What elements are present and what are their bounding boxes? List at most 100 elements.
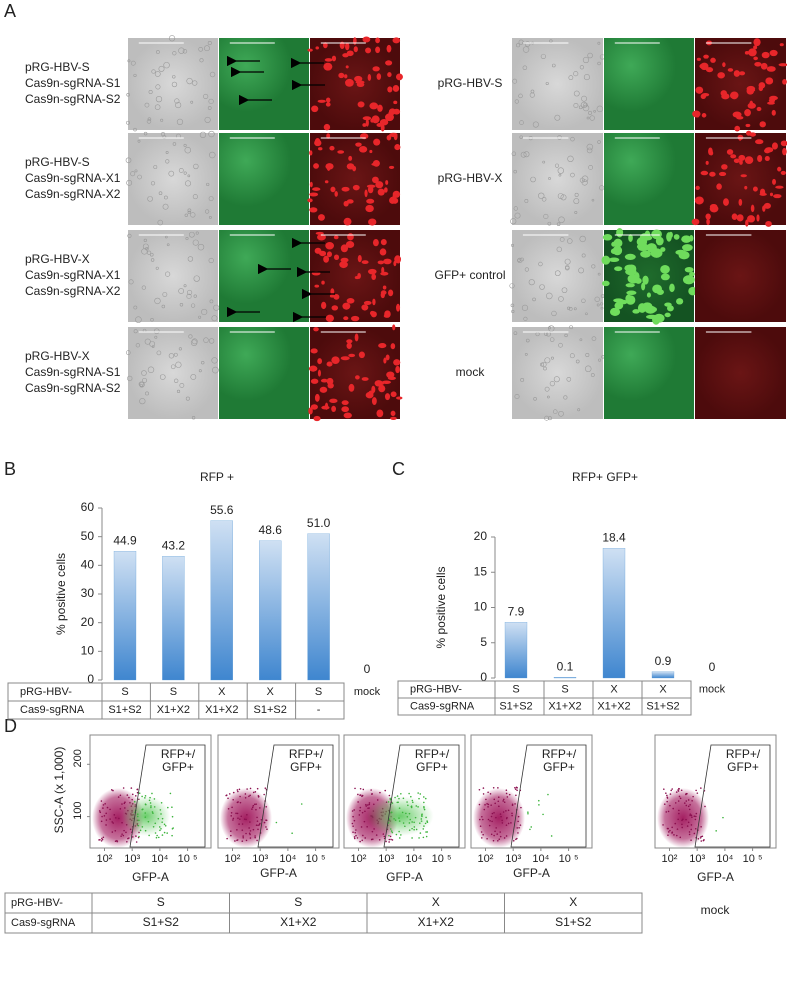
rfp-cell	[341, 186, 350, 192]
rfp-cell	[769, 49, 778, 57]
event	[405, 812, 407, 815]
cell	[525, 338, 530, 343]
gfp-cell	[689, 271, 695, 277]
event	[234, 840, 236, 842]
event	[235, 812, 237, 815]
rfp-cell	[778, 63, 787, 67]
cell	[199, 58, 204, 63]
rfp-cell	[732, 111, 742, 118]
rfp-cell	[744, 109, 751, 117]
rfp-cell	[777, 166, 782, 172]
brightfield-image	[512, 38, 603, 130]
rfp-cell	[692, 110, 701, 118]
cell	[589, 115, 595, 121]
rfp-cell	[766, 66, 776, 72]
event	[422, 828, 425, 830]
event	[391, 831, 394, 834]
brightfield-image	[512, 133, 603, 225]
bar	[553, 677, 577, 679]
rfp-cell	[393, 132, 398, 141]
rfp-cell	[309, 150, 313, 156]
row-label: pRG-HBV-	[11, 897, 63, 909]
event	[408, 822, 411, 824]
event	[239, 795, 241, 798]
rfp-cell	[311, 105, 319, 113]
gfp-cell	[660, 265, 670, 274]
event	[423, 801, 425, 804]
event	[166, 832, 168, 834]
event	[514, 788, 517, 790]
event	[389, 835, 392, 838]
rfp-cell	[312, 187, 321, 191]
cell	[599, 185, 605, 191]
event	[355, 829, 357, 831]
event	[148, 799, 151, 802]
cell	[154, 104, 161, 110]
event	[412, 801, 414, 804]
event	[172, 827, 174, 829]
micrograph	[307, 132, 401, 226]
cell	[204, 45, 210, 52]
rfp-cell	[331, 405, 337, 412]
cell	[186, 289, 193, 296]
event	[119, 808, 122, 810]
event	[497, 787, 499, 789]
event	[98, 810, 101, 812]
rfp-image	[310, 133, 400, 225]
cell	[530, 176, 536, 183]
event	[144, 812, 147, 814]
event	[232, 819, 234, 821]
cell	[593, 109, 596, 113]
rfp-cell	[738, 154, 746, 161]
gfp-cell	[645, 314, 658, 319]
y-tick-label: 5	[480, 635, 487, 649]
event	[489, 819, 491, 822]
event	[494, 802, 496, 805]
event	[505, 817, 508, 820]
cell	[207, 106, 212, 110]
cell	[127, 375, 133, 382]
rfp-cell	[317, 358, 323, 365]
rfp-cell	[754, 61, 762, 67]
rfp-cell	[378, 384, 386, 393]
cell	[198, 46, 203, 52]
x-tick-label: 10⁴	[405, 853, 422, 865]
event	[511, 812, 513, 815]
category-label: mock	[699, 683, 726, 695]
brightfield-image	[128, 230, 218, 322]
rfp-cell	[734, 125, 741, 132]
x-axis-label: GFP-A	[513, 866, 550, 880]
event	[700, 787, 702, 789]
cell	[133, 127, 137, 132]
cell	[147, 196, 153, 202]
cell	[198, 315, 202, 319]
rfp-cell	[337, 150, 345, 154]
cell	[543, 213, 549, 220]
rfp-cell	[738, 198, 743, 206]
event	[114, 829, 117, 832]
rfp-cell	[345, 240, 355, 249]
rfp-cell	[363, 300, 372, 305]
rfp-cell	[390, 391, 397, 398]
cell	[579, 65, 585, 70]
event	[491, 820, 493, 823]
event	[257, 828, 259, 831]
cell	[203, 93, 209, 100]
rfp-cell	[771, 142, 778, 150]
value-label: 0	[709, 660, 716, 674]
event	[117, 796, 120, 798]
event	[359, 787, 362, 790]
gfp-cell	[637, 303, 647, 313]
event	[241, 840, 244, 842]
event	[134, 795, 137, 797]
cell	[198, 369, 202, 373]
event	[362, 788, 365, 791]
cell	[538, 261, 543, 267]
gate	[129, 744, 206, 848]
flow-plot: RFP+/GFP+ 10² 10³ 10⁴ 10 ⁵ GFP-A	[89, 734, 212, 884]
cell	[190, 339, 198, 346]
event	[263, 821, 266, 824]
event	[671, 788, 674, 790]
cell	[201, 360, 205, 365]
cell	[548, 177, 551, 180]
